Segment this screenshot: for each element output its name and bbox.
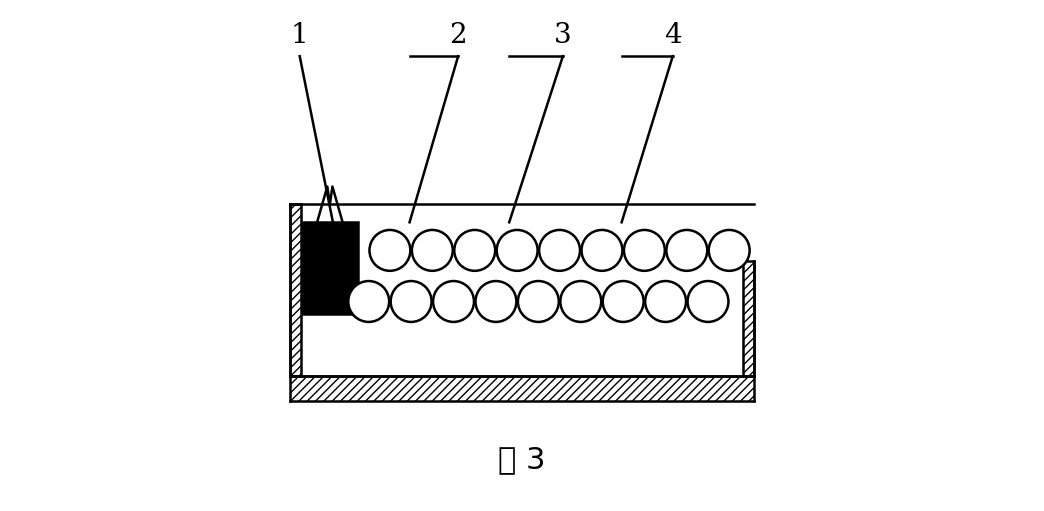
Text: 2: 2 (449, 22, 467, 49)
Circle shape (475, 281, 517, 322)
Circle shape (433, 281, 474, 322)
Text: 1: 1 (291, 22, 309, 49)
Circle shape (518, 281, 559, 322)
Circle shape (709, 230, 750, 271)
Circle shape (454, 230, 495, 271)
Circle shape (390, 281, 431, 322)
Circle shape (370, 230, 410, 271)
Bar (742, 261, 754, 376)
Circle shape (645, 281, 686, 322)
Circle shape (539, 230, 580, 271)
Circle shape (582, 230, 622, 271)
Circle shape (497, 230, 538, 271)
Circle shape (666, 230, 707, 271)
Text: 图 3: 图 3 (498, 446, 546, 474)
Text: 4: 4 (664, 22, 682, 49)
Bar (290, 204, 302, 376)
Circle shape (412, 230, 453, 271)
Circle shape (624, 230, 665, 271)
Circle shape (688, 281, 729, 322)
Circle shape (349, 281, 389, 322)
Text: 3: 3 (554, 22, 572, 49)
Circle shape (602, 281, 643, 322)
Bar (290, 376, 754, 401)
Bar (302, 222, 358, 314)
Circle shape (561, 281, 601, 322)
